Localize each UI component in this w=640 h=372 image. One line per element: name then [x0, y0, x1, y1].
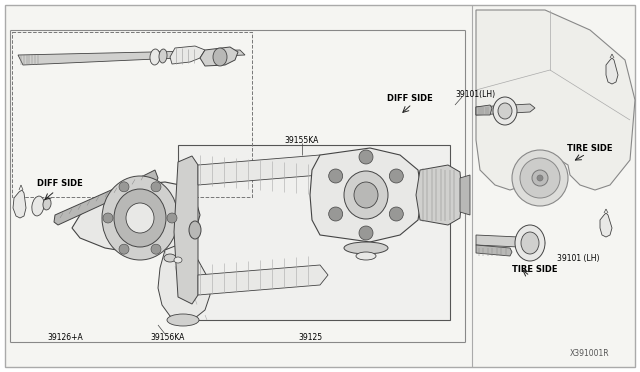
Text: 39155KA: 39155KA	[285, 135, 319, 144]
Ellipse shape	[159, 49, 167, 63]
Text: TIRE SIDE: TIRE SIDE	[567, 144, 612, 153]
Ellipse shape	[389, 169, 403, 183]
Ellipse shape	[354, 182, 378, 208]
Ellipse shape	[43, 198, 51, 210]
Ellipse shape	[532, 170, 548, 186]
Ellipse shape	[189, 221, 201, 239]
Ellipse shape	[174, 257, 182, 263]
Ellipse shape	[493, 97, 517, 125]
Text: 39101 (LH): 39101 (LH)	[557, 253, 599, 263]
Text: 39156KA: 39156KA	[151, 334, 185, 343]
Polygon shape	[170, 46, 205, 64]
Ellipse shape	[164, 254, 176, 262]
Polygon shape	[476, 235, 545, 248]
Ellipse shape	[114, 189, 166, 247]
Polygon shape	[13, 190, 26, 218]
Ellipse shape	[151, 182, 161, 192]
Ellipse shape	[359, 150, 373, 164]
Polygon shape	[54, 170, 158, 225]
Polygon shape	[310, 148, 422, 242]
Ellipse shape	[515, 225, 545, 261]
Polygon shape	[476, 245, 512, 256]
Polygon shape	[460, 175, 470, 215]
Ellipse shape	[151, 244, 161, 254]
Bar	[178, 145, 450, 320]
Ellipse shape	[32, 196, 44, 216]
Polygon shape	[476, 10, 635, 190]
Polygon shape	[600, 213, 612, 237]
Ellipse shape	[359, 226, 373, 240]
Ellipse shape	[119, 182, 129, 192]
Polygon shape	[476, 104, 535, 115]
Ellipse shape	[389, 207, 403, 221]
Text: X391001R: X391001R	[570, 350, 610, 359]
Ellipse shape	[498, 103, 512, 119]
Text: DIFF SIDE: DIFF SIDE	[387, 93, 433, 103]
Bar	[12, 32, 252, 197]
Ellipse shape	[119, 244, 129, 254]
Polygon shape	[198, 155, 328, 185]
Ellipse shape	[344, 242, 388, 254]
Ellipse shape	[213, 48, 227, 66]
Polygon shape	[198, 265, 328, 295]
Polygon shape	[476, 105, 492, 115]
Ellipse shape	[150, 49, 160, 65]
Ellipse shape	[520, 158, 560, 198]
Text: TIRE SIDE: TIRE SIDE	[512, 266, 557, 275]
Text: 39101(LH): 39101(LH)	[455, 90, 495, 99]
Ellipse shape	[512, 150, 568, 206]
Ellipse shape	[126, 203, 154, 233]
Polygon shape	[200, 47, 238, 66]
Ellipse shape	[344, 171, 388, 219]
Ellipse shape	[537, 175, 543, 181]
Ellipse shape	[521, 232, 539, 254]
Polygon shape	[158, 242, 210, 320]
Ellipse shape	[167, 314, 199, 326]
Polygon shape	[72, 182, 200, 253]
Ellipse shape	[167, 213, 177, 223]
Polygon shape	[174, 156, 198, 304]
Ellipse shape	[329, 207, 342, 221]
Ellipse shape	[102, 176, 178, 260]
Ellipse shape	[329, 169, 342, 183]
Text: 39126+A: 39126+A	[47, 334, 83, 343]
Text: DIFF SIDE: DIFF SIDE	[37, 179, 83, 187]
Ellipse shape	[103, 213, 113, 223]
Ellipse shape	[356, 252, 376, 260]
Polygon shape	[416, 165, 462, 225]
Polygon shape	[606, 58, 618, 84]
Polygon shape	[18, 50, 245, 65]
Text: 39125: 39125	[298, 334, 322, 343]
